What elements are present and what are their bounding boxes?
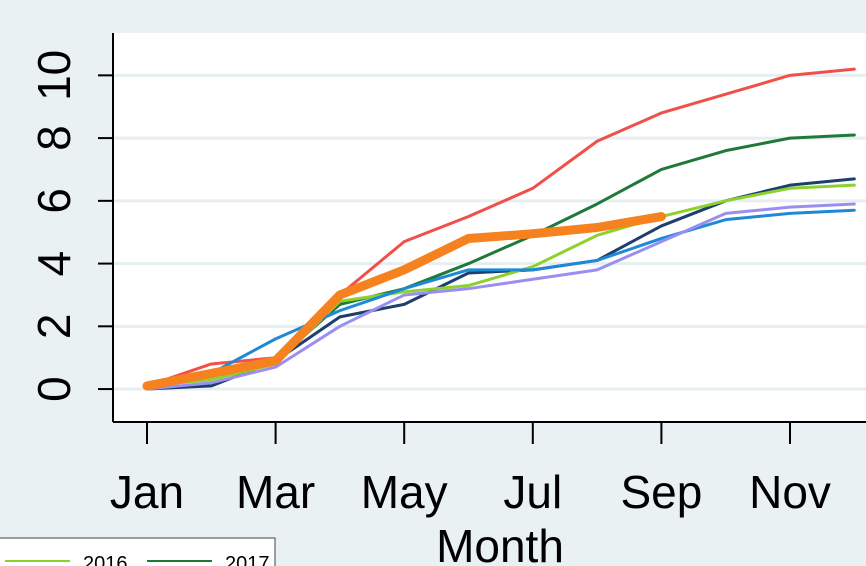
y-tick-label: 6 — [28, 188, 80, 214]
x-axis-title: Month — [436, 520, 564, 566]
x-tick-label: Nov — [749, 466, 831, 518]
series-line — [145, 202, 856, 391]
y-tick-label: 4 — [28, 251, 80, 277]
legend-label: 2017 — [225, 553, 270, 566]
x-tick-label: Jan — [110, 466, 184, 518]
legend-label: 2016 — [83, 553, 128, 566]
series-line — [145, 208, 856, 389]
y-tick-label: 8 — [28, 125, 80, 151]
y-tick-label: 0 — [28, 376, 80, 402]
legend: 2016 2017 — [0, 537, 276, 566]
x-tick-label: May — [361, 466, 448, 518]
series-line — [142, 212, 666, 391]
y-tick-label: 10 — [28, 50, 80, 101]
x-tick-label: Mar — [236, 466, 315, 518]
x-tick-label: Sep — [620, 466, 702, 518]
y-tick-label: 2 — [28, 314, 80, 340]
x-tick-label: Jul — [503, 466, 562, 518]
